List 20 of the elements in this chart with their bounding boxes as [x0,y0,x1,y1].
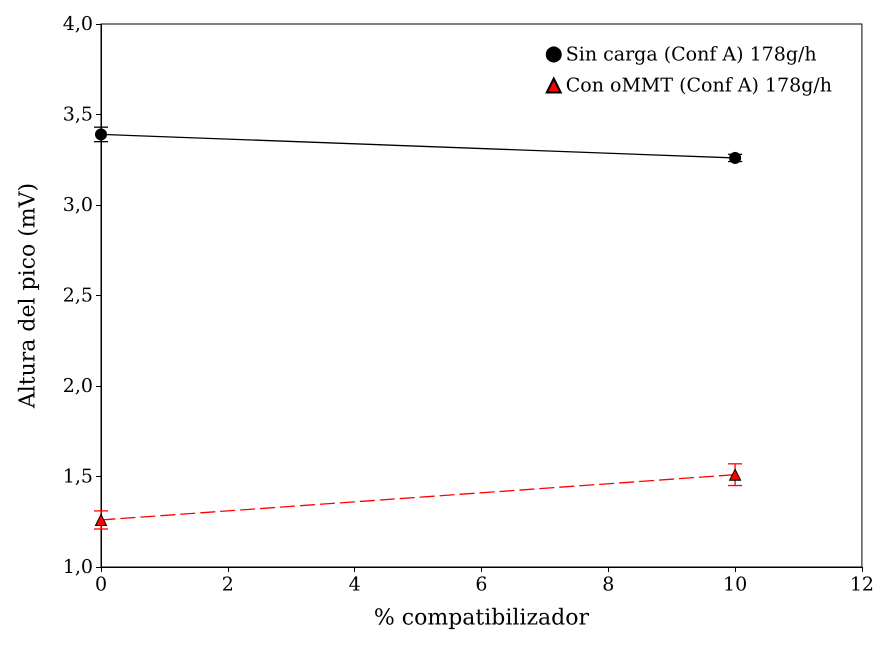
point [95,128,107,140]
y-tick-label: 4,0 [62,13,93,35]
x-tick-label: 6 [475,574,488,596]
x-tick-label: 0 [94,574,108,596]
y-tick-label: 1,0 [62,556,93,578]
legend-label: Sin carga (Conf A) 178g/h [566,44,817,66]
x-tick-label: 12 [850,574,874,596]
y-tick-label: 2,5 [62,284,93,306]
y-tick-label: 3,0 [62,194,93,216]
x-tick-label: 2 [222,574,234,596]
x-tick-label: 4 [348,574,361,596]
legend-label: Con oMMT (Conf A) 178g/h [566,74,832,96]
x-tick-label: 10 [723,574,748,596]
x-tick-label: 8 [602,574,614,596]
point [729,152,742,164]
y-tick-label: 2,0 [62,375,93,397]
x-axis-title: % compatibilizador [374,606,590,630]
y-tick-label: 1,5 [62,466,93,488]
y-tick-label: 3,5 [62,104,93,126]
y-axis-title: Altura del pico (mV) [16,182,40,410]
